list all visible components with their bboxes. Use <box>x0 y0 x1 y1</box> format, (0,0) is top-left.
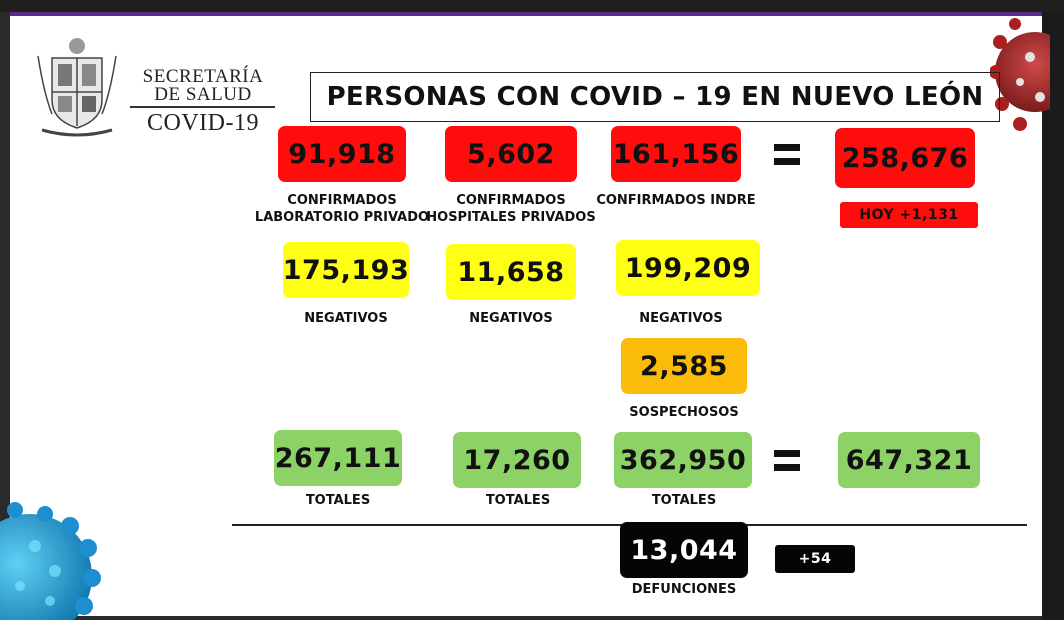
negatives-lab-privado-label: NEGATIVOS <box>304 311 388 326</box>
confirmed-today-badge: HOY +1,131 <box>840 202 978 228</box>
negatives-indre-value: 199,209 <box>616 240 760 296</box>
totals-hospitales-label: TOTALES <box>485 493 551 508</box>
logo-line-1: SECRETARÍA <box>142 66 264 87</box>
totals-lab-privado-value: 267,111 <box>274 430 402 486</box>
logo-divider <box>130 106 275 108</box>
confirmed-hospitales-label-line2: HOSPITALES PRIVADOS <box>426 210 596 225</box>
top-bar <box>0 0 1064 12</box>
confirmed-lab-privado-label-line2: LABORATORIO PRIVADO <box>254 210 430 225</box>
virus-red-icon <box>990 18 1050 131</box>
page-title: PERSONAS CON COVID – 19 EN NUEVO LEÓN <box>310 72 1000 122</box>
negatives-lab-privado-value: 175,193 <box>283 242 409 298</box>
deaths-today-badge: +54 <box>775 545 855 573</box>
negatives-indre-label: NEGATIVOS <box>639 311 723 326</box>
confirmed-hospitales-value: 5,602 <box>445 126 577 182</box>
ministry-logo-text: SECRETARÍA DE SALUD COVID-19 <box>128 66 278 138</box>
confirmed-lab-privado-label-line1: CONFIRMADOS <box>287 193 397 208</box>
equals-sign-confirmed <box>774 144 800 166</box>
suspects-label: SOSPECHOSOS <box>629 405 739 420</box>
state-coat-of-arms-icon <box>37 38 117 137</box>
confirmed-indre-label: CONFIRMADOS INDRE <box>596 193 756 208</box>
totals-hospitales-value: 17,260 <box>453 432 581 488</box>
confirmed-lab-privado-value: 91,918 <box>278 126 406 182</box>
negatives-hospitales-label: NEGATIVOS <box>469 311 553 326</box>
totals-lab-privado-label: TOTALES <box>305 493 371 508</box>
logo-line-2: DE SALUD <box>154 84 252 105</box>
negatives-hospitales-value: 11,658 <box>446 244 576 300</box>
right-side-bar <box>1042 12 1064 620</box>
confirmed-total-value: 258,676 <box>835 128 975 188</box>
logo-line-3: COVID-19 <box>147 110 259 136</box>
confirmed-lab-privado-label: CONFIRMADOS LABORATORIO PRIVADO <box>242 192 442 226</box>
deaths-value: 13,044 <box>620 522 748 578</box>
confirmed-indre-value: 161,156 <box>611 126 741 182</box>
totals-indre-label: TOTALES <box>651 493 717 508</box>
virus-blue-icon <box>0 502 101 620</box>
confirmed-hospitales-label: CONFIRMADOS HOSPITALES PRIVADOS <box>411 192 611 226</box>
confirmed-hospitales-label-line1: CONFIRMADOS <box>456 193 566 208</box>
grand-total-value: 647,321 <box>838 432 980 488</box>
equals-sign-totals <box>774 450 800 472</box>
suspects-value: 2,585 <box>621 338 747 394</box>
totals-indre-value: 362,950 <box>614 432 752 488</box>
slide: SECRETARÍA DE SALUD COVID-19 PERSONAS CO… <box>0 12 1050 620</box>
deaths-label: DEFUNCIONES <box>631 582 737 597</box>
